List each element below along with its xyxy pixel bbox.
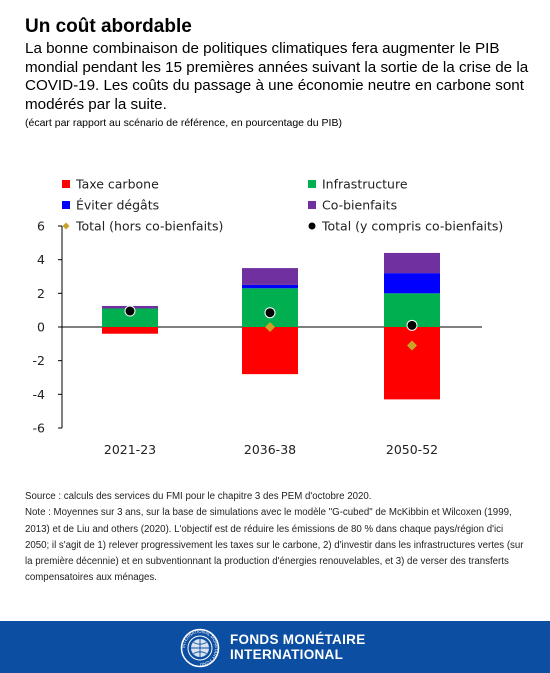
legend-swatch	[62, 222, 70, 230]
y-tick-label: 6	[37, 219, 45, 234]
bar-segment	[242, 284, 298, 289]
footer-bar: INTERNATIONAL MONETARY FUND FONDS MONÉTA…	[0, 621, 550, 673]
bar-segment	[384, 327, 440, 400]
legend-swatch	[308, 180, 316, 188]
marker-total-excl	[265, 322, 275, 332]
x-tick-label: 2050-52	[386, 442, 438, 457]
x-tick-label: 2021-23	[104, 442, 156, 457]
legend-item: Total (hors co-bienfaits)	[62, 219, 223, 234]
source-note: Source : calculs des services du FMI pou…	[25, 491, 372, 502]
chart-legend: Taxe carbone Infrastructure Éviter dégâts C…	[62, 177, 503, 234]
chart-subtitle: La bonne combinaison de politiques clima…	[25, 40, 529, 113]
y-tick-label: 4	[37, 252, 45, 267]
legend-item: Total (y compris co-bienfaits)	[308, 219, 503, 234]
methodology-note: Note : Moyennes sur 3 ans, sur la base d…	[25, 507, 524, 584]
legend-label: Total (hors co-bienfaits)	[75, 219, 223, 234]
org-name-line2: INTERNATIONAL	[230, 647, 344, 662]
y-tick-label: -2	[33, 353, 45, 368]
unit-note: (écart par rapport au scénario de référe…	[25, 117, 342, 129]
imf-seal-icon: INTERNATIONAL MONETARY FUND	[180, 628, 220, 668]
org-name-line1: FONDS MONÉTAIRE	[230, 632, 366, 647]
legend-item: Infrastructure	[308, 177, 408, 192]
legend-swatch	[62, 201, 70, 209]
organization-name: FONDS MONÉTAIRE INTERNATIONAL	[230, 632, 366, 662]
x-tick-label: 2036-38	[244, 442, 296, 457]
chart-bars	[102, 252, 440, 400]
chart-markers	[124, 305, 418, 351]
legend-label: Taxe carbone	[75, 177, 159, 192]
legend-item: Taxe carbone	[62, 177, 159, 192]
legend-swatch	[308, 222, 316, 230]
marker-total-incl	[406, 319, 418, 331]
legend-label: Co-bienfaits	[322, 198, 397, 213]
y-tick-label: -4	[33, 387, 46, 402]
y-tick-label: 0	[37, 320, 45, 335]
stacked-bar-chart: Taxe carbone Infrastructure Éviter dégâts C…	[33, 177, 504, 458]
bar-segment	[384, 252, 440, 274]
marker-total-incl	[124, 305, 136, 317]
chart-notes: Source : calculs des services du FMI pou…	[25, 489, 530, 587]
marker-total-excl	[407, 340, 417, 351]
y-tick-label: -6	[33, 421, 46, 436]
legend-swatch	[308, 201, 316, 209]
chart-title: Un coût abordable	[25, 16, 192, 37]
legend-item: Co-bienfaits	[308, 198, 397, 213]
legend-label: Infrastructure	[322, 177, 408, 192]
bar-segment	[102, 327, 158, 334]
legend-swatch	[62, 180, 70, 188]
legend-label: Éviter dégâts	[76, 198, 159, 213]
bar-segment	[384, 273, 440, 294]
y-tick-label: 2	[37, 286, 45, 301]
bar-segment	[242, 268, 298, 285]
legend-label: Total (y compris co-bienfaits)	[321, 219, 503, 234]
legend-item: Éviter dégâts	[62, 198, 159, 213]
marker-total-incl	[264, 307, 276, 319]
bar-segment	[242, 327, 298, 375]
bar-segment	[102, 308, 158, 327]
